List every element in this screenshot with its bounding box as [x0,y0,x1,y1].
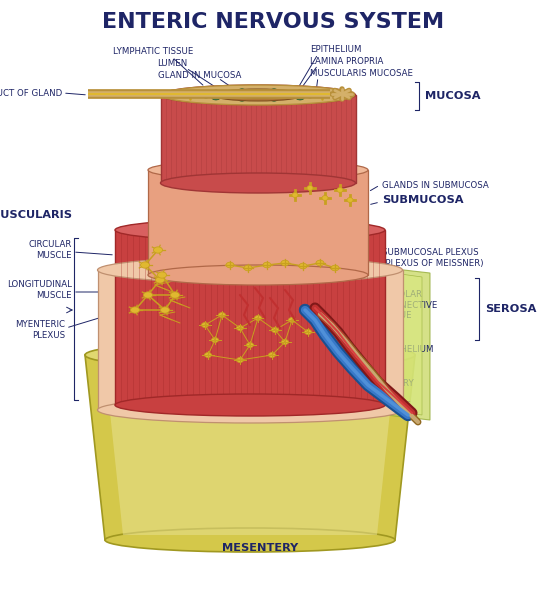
Ellipse shape [212,338,218,343]
Ellipse shape [270,89,278,95]
Text: AREOLAR
CONNECTIVE
TISSUE: AREOLAR CONNECTIVE TISSUE [382,290,438,320]
Text: MUCOSA: MUCOSA [425,91,480,101]
Ellipse shape [115,394,385,416]
Ellipse shape [160,173,356,193]
Text: SEROSA: SEROSA [485,304,537,314]
Text: MESENTERY: MESENTERY [222,543,298,553]
Ellipse shape [292,193,298,197]
Ellipse shape [212,90,220,96]
Ellipse shape [148,160,368,180]
Ellipse shape [143,292,153,298]
Polygon shape [160,95,356,183]
Polygon shape [360,265,430,420]
Ellipse shape [295,90,305,96]
Ellipse shape [288,317,295,322]
Ellipse shape [271,328,278,332]
Ellipse shape [299,263,307,269]
Ellipse shape [171,292,179,298]
Ellipse shape [347,197,353,202]
Text: MUSCULARIS MUCOSAE: MUSCULARIS MUCOSAE [310,70,413,79]
Ellipse shape [269,353,276,358]
Text: LAMINA PROPRIA: LAMINA PROPRIA [310,58,383,67]
Ellipse shape [316,260,324,266]
Ellipse shape [270,95,278,101]
Ellipse shape [201,323,208,328]
Ellipse shape [295,94,305,100]
Ellipse shape [148,265,368,285]
Text: CIRCULAR
MUSCLE: CIRCULAR MUSCLE [28,240,72,260]
Text: ENTERIC NERVOUS SYSTEM: ENTERIC NERVOUS SYSTEM [102,12,444,32]
Ellipse shape [85,341,415,369]
Text: LUMEN: LUMEN [157,59,187,68]
Ellipse shape [281,260,289,266]
Ellipse shape [306,92,315,98]
Ellipse shape [201,92,211,98]
Polygon shape [85,355,415,540]
Text: NERVE: NERVE [382,401,411,409]
Ellipse shape [337,187,343,193]
Ellipse shape [115,219,385,241]
Ellipse shape [161,85,354,105]
Ellipse shape [154,247,162,253]
Ellipse shape [205,353,212,358]
Ellipse shape [155,277,165,283]
Polygon shape [115,230,385,405]
Ellipse shape [322,196,328,200]
Text: LYMPHATIC TISSUE: LYMPHATIC TISSUE [113,47,193,56]
Ellipse shape [237,95,247,101]
Ellipse shape [247,343,253,347]
Polygon shape [105,365,395,535]
Ellipse shape [212,94,220,100]
Ellipse shape [231,91,289,99]
Ellipse shape [97,257,403,283]
Ellipse shape [141,262,149,268]
Ellipse shape [331,265,339,271]
Ellipse shape [213,89,303,101]
Ellipse shape [236,326,243,331]
Ellipse shape [236,358,243,362]
Text: MYENTERIC
PLEXUS: MYENTERIC PLEXUS [15,320,65,340]
Ellipse shape [263,262,271,268]
Text: EPITHELIUM: EPITHELIUM [310,46,362,55]
Polygon shape [148,170,368,275]
Text: MUSCULARIS: MUSCULARIS [0,210,72,220]
Ellipse shape [158,272,166,278]
Ellipse shape [160,307,170,313]
Text: EPITHELIUM: EPITHELIUM [382,346,434,355]
Ellipse shape [254,316,261,320]
Text: LONGITUDINAL
MUSCLE: LONGITUDINAL MUSCLE [7,280,72,299]
Ellipse shape [237,89,247,95]
Text: GLAND IN MUCOSA: GLAND IN MUCOSA [158,70,242,79]
Ellipse shape [282,340,288,344]
Ellipse shape [307,185,313,191]
Text: ARTERY: ARTERY [382,379,415,388]
Text: DUCT OF GLAND: DUCT OF GLAND [0,88,62,97]
Text: GLANDS IN SUBMUCOSA: GLANDS IN SUBMUCOSA [382,181,489,190]
Text: SUBMUCOSAL PLEXUS
(PLEXUS OF MEISSNER): SUBMUCOSAL PLEXUS (PLEXUS OF MEISSNER) [382,248,484,268]
Ellipse shape [105,528,395,552]
Ellipse shape [244,265,252,271]
Ellipse shape [305,329,311,334]
Ellipse shape [97,397,403,423]
Text: SUBMUCOSA: SUBMUCOSA [382,195,463,205]
Ellipse shape [131,307,139,313]
Ellipse shape [160,85,356,105]
Polygon shape [372,270,422,415]
Polygon shape [97,270,403,410]
Text: VEIN: VEIN [382,365,403,374]
Ellipse shape [218,313,225,317]
Ellipse shape [226,262,234,268]
